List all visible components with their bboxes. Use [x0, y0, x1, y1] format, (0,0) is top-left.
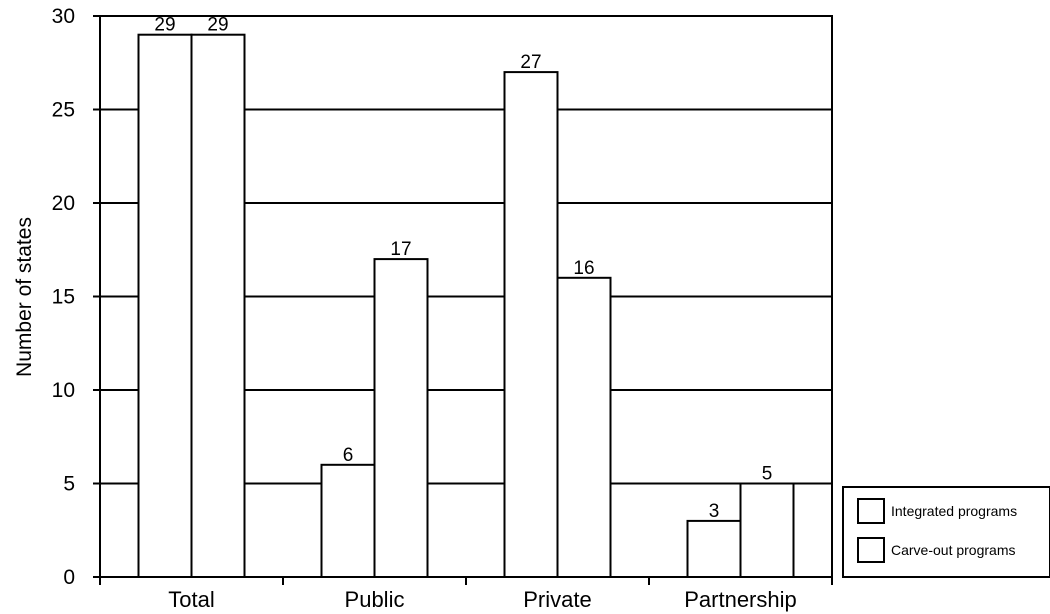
- bar: [556, 276, 612, 578]
- y-tick-label: 20: [52, 192, 75, 215]
- x-category-label: Total: [168, 587, 214, 612]
- y-tick-label: 25: [52, 99, 75, 122]
- data-label: 6: [343, 445, 354, 466]
- x-category-label: Public: [345, 587, 405, 612]
- x-axis-categories: Total Public Private Partnership: [99, 577, 833, 612]
- bar: [373, 258, 429, 578]
- y-tick-label: 0: [63, 566, 75, 589]
- data-label: 29: [154, 15, 175, 36]
- y-tick-label: 5: [63, 473, 75, 496]
- legend-swatch-carve-out: [857, 537, 885, 563]
- legend: Integrated programs Carve-out programs: [842, 486, 1050, 578]
- data-label: 16: [573, 258, 594, 279]
- bar: [137, 33, 193, 578]
- bar: [190, 33, 246, 578]
- y-axis-ticks: 0 5 10 15 20 25 30: [52, 5, 100, 589]
- bar: [739, 482, 795, 578]
- bar: [686, 519, 742, 579]
- y-axis-title: Number of states: [13, 217, 36, 377]
- legend-swatch-integrated: [857, 498, 885, 524]
- bars-group: 29 29 6 17 27 16 3 5: [137, 15, 795, 579]
- bar: [503, 71, 559, 578]
- y-tick-label: 15: [52, 286, 75, 309]
- x-category-label: Private: [523, 587, 591, 612]
- y-tick-label: 30: [52, 5, 75, 28]
- data-label: 3: [709, 501, 720, 522]
- data-label: 17: [390, 239, 411, 260]
- data-label: 29: [207, 15, 228, 36]
- x-category-label: Partnership: [684, 587, 797, 612]
- data-label: 5: [762, 464, 773, 485]
- legend-label-integrated: Integrated programs: [891, 503, 1017, 519]
- bar: [320, 463, 376, 578]
- y-tick-label: 10: [52, 379, 75, 402]
- data-label: 27: [520, 52, 541, 73]
- legend-label-carve-out: Carve-out programs: [891, 542, 1016, 558]
